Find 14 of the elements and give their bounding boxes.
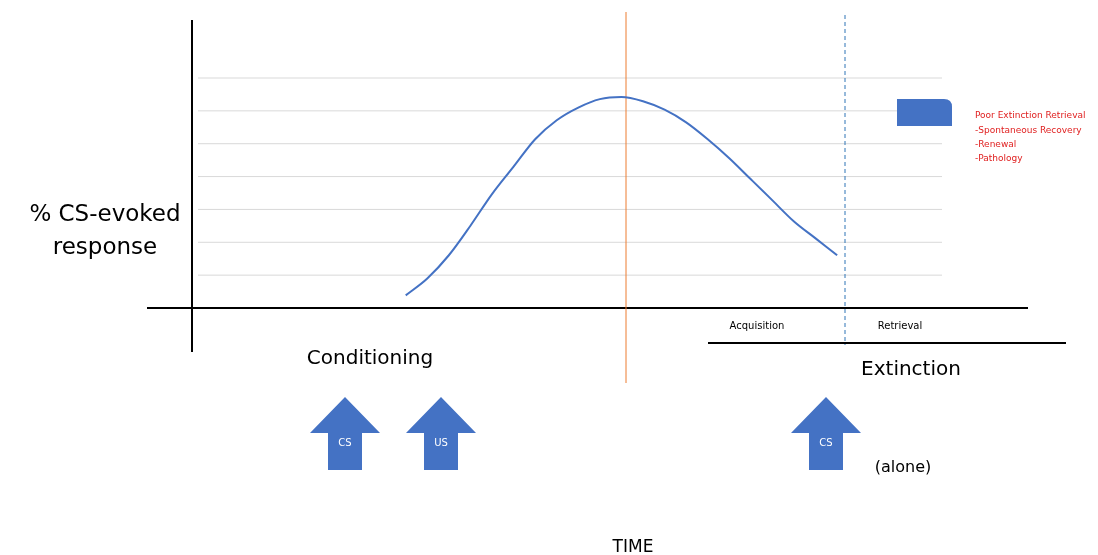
text: Extinction (860, 355, 962, 382)
text: -Renewal (975, 137, 1018, 151)
text: Retrieval (877, 320, 923, 331)
text: (alone) (873, 455, 933, 478)
text: Poor Extinction Retrieval (975, 108, 1087, 122)
text: -Pathology (975, 151, 1024, 165)
text: Acquisition (729, 320, 785, 331)
y-axis-title: % CS-evoked response (28, 199, 182, 261)
text: CS (818, 436, 834, 450)
text: CS (338, 437, 352, 448)
text: -Spontaneous Recovery (975, 123, 1083, 137)
text: Conditioning (305, 344, 435, 371)
text: TIME (611, 535, 655, 555)
text: US (434, 437, 448, 448)
